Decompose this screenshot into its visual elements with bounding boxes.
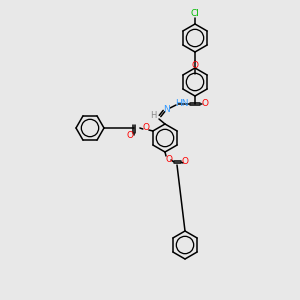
Text: HN: HN — [175, 100, 189, 109]
Text: O: O — [142, 124, 149, 133]
Text: O: O — [126, 130, 134, 140]
Text: O: O — [166, 154, 172, 164]
Text: O: O — [191, 61, 199, 70]
Text: O: O — [202, 100, 208, 109]
Text: H: H — [150, 112, 156, 121]
Text: O: O — [182, 158, 188, 166]
Text: N: N — [164, 104, 170, 113]
Text: Cl: Cl — [190, 10, 200, 19]
